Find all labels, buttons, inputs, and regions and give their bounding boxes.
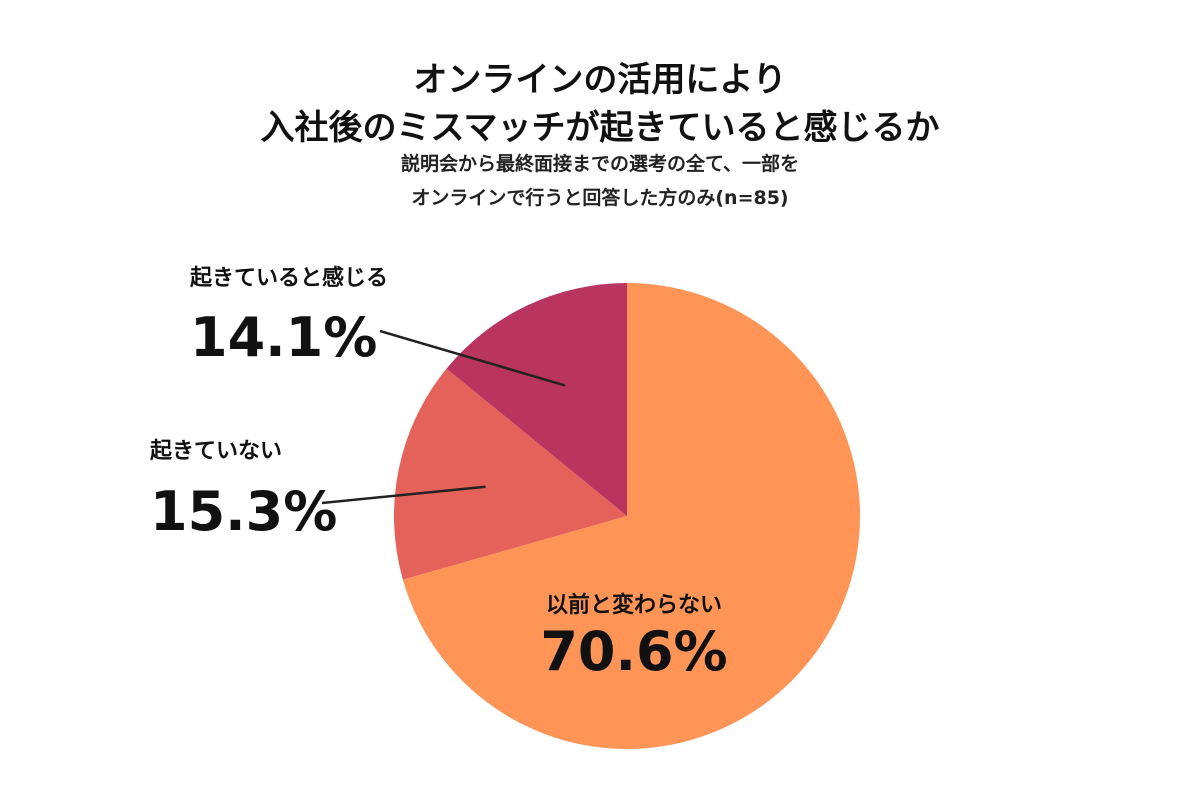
slice-label-not-occurring: 起きていない [149,439,282,464]
leader-line-feel-occurring [379,329,566,387]
pie-slices [394,283,860,749]
slice-unchanged [402,283,860,749]
leader-line-not-occurring [321,485,486,505]
slice-feel-occurring [446,283,627,516]
slice-value-feel-occurring: 14.1% [190,306,377,369]
slice-label-unchanged: 以前と変わらない [546,592,722,618]
slice-value-unchanged: 70.6% [540,620,727,683]
slice-not-occurring [394,368,627,580]
chart-title-line-2: 入社後のミスマッチが起きていると感じるか [260,108,940,148]
leader-lines [321,329,566,505]
chart-subtitle-line-2: オンラインで行うと回答した方のみ(n=85) [411,187,789,209]
chart-title-line-1: オンラインの活用により [413,60,787,100]
slice-value-not-occurring: 15.3% [150,480,337,543]
chart-subtitle-line-1: 説明会から最終面接までの選考の全て、一部を [400,153,800,175]
slice-label-feel-occurring: 起きていると感じる [189,265,388,291]
